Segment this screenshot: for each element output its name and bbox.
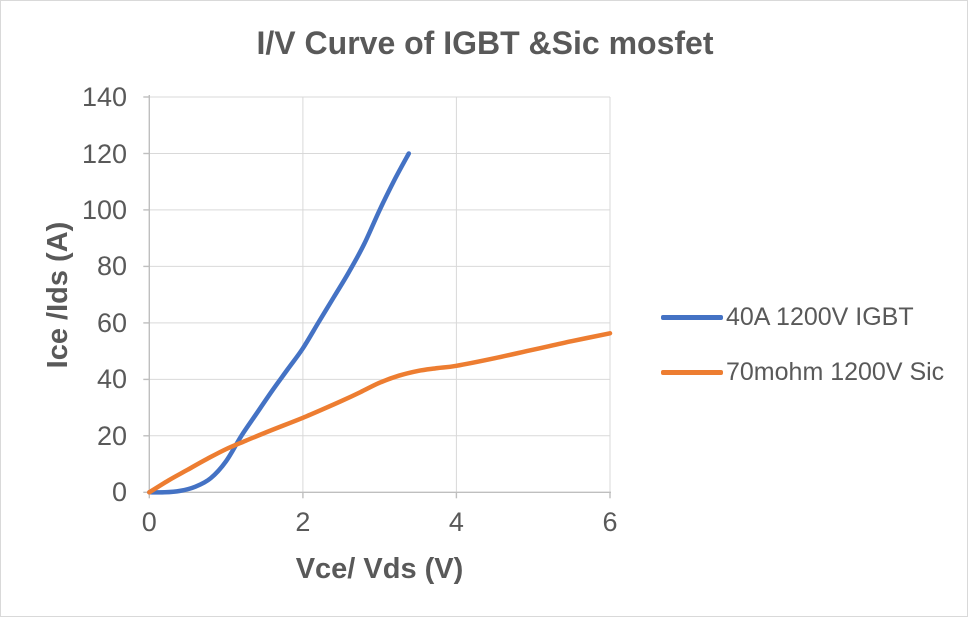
x-axis-title: Vce/ Vds (V)	[295, 553, 464, 585]
y-axis-title: Ice /Ids (A)	[42, 221, 74, 369]
y-tick-label: 80	[96, 251, 127, 282]
series-curve-1	[147, 331, 613, 495]
y-tick-label: 100	[81, 194, 127, 225]
y-tick-label: 120	[81, 138, 127, 169]
y-tick-label: 60	[96, 307, 127, 338]
legend-item: 70mohm 1200V Sic	[661, 352, 944, 392]
series-curve-0	[147, 151, 412, 495]
x-tick-label: 2	[295, 507, 311, 537]
y-tick-label: 140	[81, 82, 127, 112]
legend-label: 70mohm 1200V Sic	[726, 357, 945, 386]
legend-line-swatch-icon	[661, 315, 723, 321]
y-tick-label: 0	[111, 477, 127, 508]
y-tick-label: 40	[96, 364, 127, 395]
legend-item: 40A 1200V IGBT	[661, 298, 914, 338]
chart-title: I/V Curve of IGBT &Sic mosfet	[256, 25, 714, 61]
x-tick-label: 4	[448, 507, 464, 537]
legend-line-swatch-icon	[661, 369, 723, 375]
legend-label: 40A 1200V IGBT	[726, 303, 914, 332]
x-tick-label: 6	[602, 507, 618, 537]
y-tick-label: 20	[96, 420, 127, 451]
x-tick-label: 0	[141, 507, 157, 537]
